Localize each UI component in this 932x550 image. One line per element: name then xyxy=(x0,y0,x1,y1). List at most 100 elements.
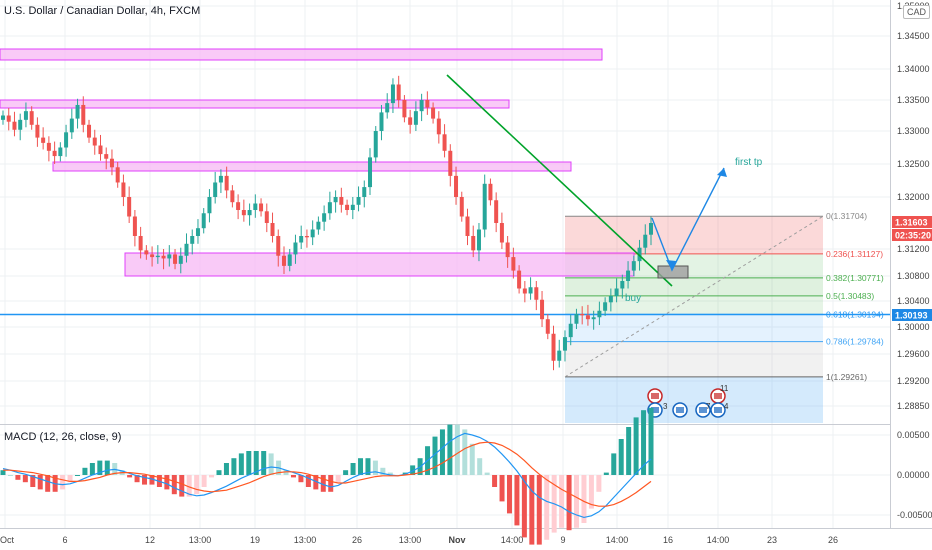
price-tag-bg xyxy=(892,216,932,228)
macd-histogram-bar xyxy=(15,475,21,480)
macd-histogram-bar xyxy=(566,475,572,531)
candle-body xyxy=(408,117,413,125)
candle-body xyxy=(637,247,642,262)
candle-body xyxy=(534,287,539,300)
price-tag-hline: 1.30193 xyxy=(892,309,932,321)
candle-body xyxy=(454,175,459,197)
macd-histogram-bar xyxy=(521,475,527,538)
candle-body xyxy=(41,137,46,143)
candle-body xyxy=(471,236,476,251)
time-axis-label: 26 xyxy=(352,535,362,545)
candle-body xyxy=(356,197,361,205)
candle-body xyxy=(522,288,527,294)
price-tag-bg xyxy=(892,229,932,241)
macd-histogram-bar xyxy=(104,460,110,475)
macd-histogram-bar xyxy=(179,475,185,497)
candle-body xyxy=(425,100,430,108)
macd-histogram-bar xyxy=(82,467,88,475)
candle-body xyxy=(333,197,338,203)
macd-histogram-bar xyxy=(194,475,200,495)
price-axis-label: 1.34000 xyxy=(897,64,930,74)
candle-body xyxy=(87,124,92,138)
time-axis-label: 16 xyxy=(663,535,673,545)
fib-level-label: 1(1.29261) xyxy=(826,372,867,382)
candle-body xyxy=(241,210,246,216)
candle-body xyxy=(132,216,137,236)
candle-body xyxy=(92,137,97,146)
fib-level-label: 0.382(1.30771) xyxy=(826,273,884,283)
fib-level-label: 0(1.31704) xyxy=(826,211,867,221)
candle-body xyxy=(322,213,327,222)
macd-histogram-bar xyxy=(149,475,155,485)
candle-body xyxy=(419,100,424,112)
candle-body xyxy=(511,257,516,271)
candle-body xyxy=(23,111,28,120)
macd-histogram-bar xyxy=(37,475,43,490)
price-axis-label: 1.33500 xyxy=(897,95,930,105)
macd-histogram-bar xyxy=(544,475,550,540)
candle-body xyxy=(396,84,401,100)
candle-body xyxy=(52,150,57,157)
macd-histogram-bar xyxy=(127,475,133,478)
event-flag-icon xyxy=(672,402,688,418)
fib-level-label: 0.236(1.31127) xyxy=(826,249,883,259)
candle-body xyxy=(413,111,418,125)
price-tag-text: 1.30193 xyxy=(895,311,928,321)
macd-histogram-bar xyxy=(89,463,95,475)
arrow-head-icon xyxy=(666,260,676,270)
candle-body xyxy=(98,145,103,155)
event-flag-icon xyxy=(647,388,663,404)
candle-body xyxy=(459,197,464,217)
macd-histogram-bar xyxy=(611,453,617,475)
candle-body xyxy=(35,124,40,138)
candle-body xyxy=(224,175,229,191)
candle-body xyxy=(580,314,585,316)
fib-band xyxy=(565,314,823,342)
candle-body xyxy=(299,236,304,243)
candle-body xyxy=(213,182,218,197)
time-axis-label: 23 xyxy=(767,535,777,545)
candle-body xyxy=(517,270,522,289)
macd-histogram-bar xyxy=(253,451,259,475)
macd-histogram-bar xyxy=(618,439,624,475)
time-axis-label: Nov xyxy=(448,535,465,545)
macd-histogram-bar xyxy=(283,470,289,475)
candle-body xyxy=(201,213,206,229)
candle-body xyxy=(373,131,378,158)
macd-histogram-bar xyxy=(432,436,438,475)
macd-histogram-bar xyxy=(142,475,148,485)
macd-histogram-bar xyxy=(454,424,460,475)
trend-line xyxy=(446,74,673,287)
candle-body xyxy=(64,132,69,148)
resistance-zone xyxy=(0,99,510,109)
currency-badge[interactable]: CAD xyxy=(903,5,931,19)
macd-histogram-bar xyxy=(462,429,468,475)
candle-body xyxy=(293,242,298,255)
candle-body xyxy=(46,142,51,151)
price-axis-label: 1.32500 xyxy=(897,159,930,169)
price-axis-label: 1.30000 xyxy=(897,322,930,332)
macd-histogram-bar xyxy=(0,470,6,475)
resistance-zone xyxy=(0,48,603,61)
candle-body xyxy=(545,319,550,334)
event-count-label: 3 xyxy=(663,402,668,411)
macd-histogram-bar xyxy=(387,472,393,475)
price-axis-label: 1.33000 xyxy=(897,126,930,136)
candle-body xyxy=(643,234,648,248)
time-axis-label: Oct xyxy=(0,535,15,545)
candle-body xyxy=(494,200,499,223)
buy-label: buy xyxy=(625,293,641,304)
price-axis-label: 1.29200 xyxy=(897,376,930,386)
macd-histogram-bar xyxy=(588,475,594,509)
candle-body xyxy=(281,255,286,266)
macd-histogram-bar xyxy=(633,417,639,475)
price-tag-text: 02:35:20 xyxy=(895,231,931,241)
candle-body xyxy=(591,317,596,320)
resistance-zone xyxy=(52,161,572,172)
macd-histogram-bar xyxy=(134,475,140,483)
time-axis: Oct 6 12 13:00 19 13:00 26 13:00 Nov 14:00 9 14:00 1… xyxy=(0,535,838,545)
candle-body xyxy=(465,216,470,236)
candle-body xyxy=(499,223,504,243)
drawings: first tp buy 3 7 4 11 xyxy=(446,74,763,418)
